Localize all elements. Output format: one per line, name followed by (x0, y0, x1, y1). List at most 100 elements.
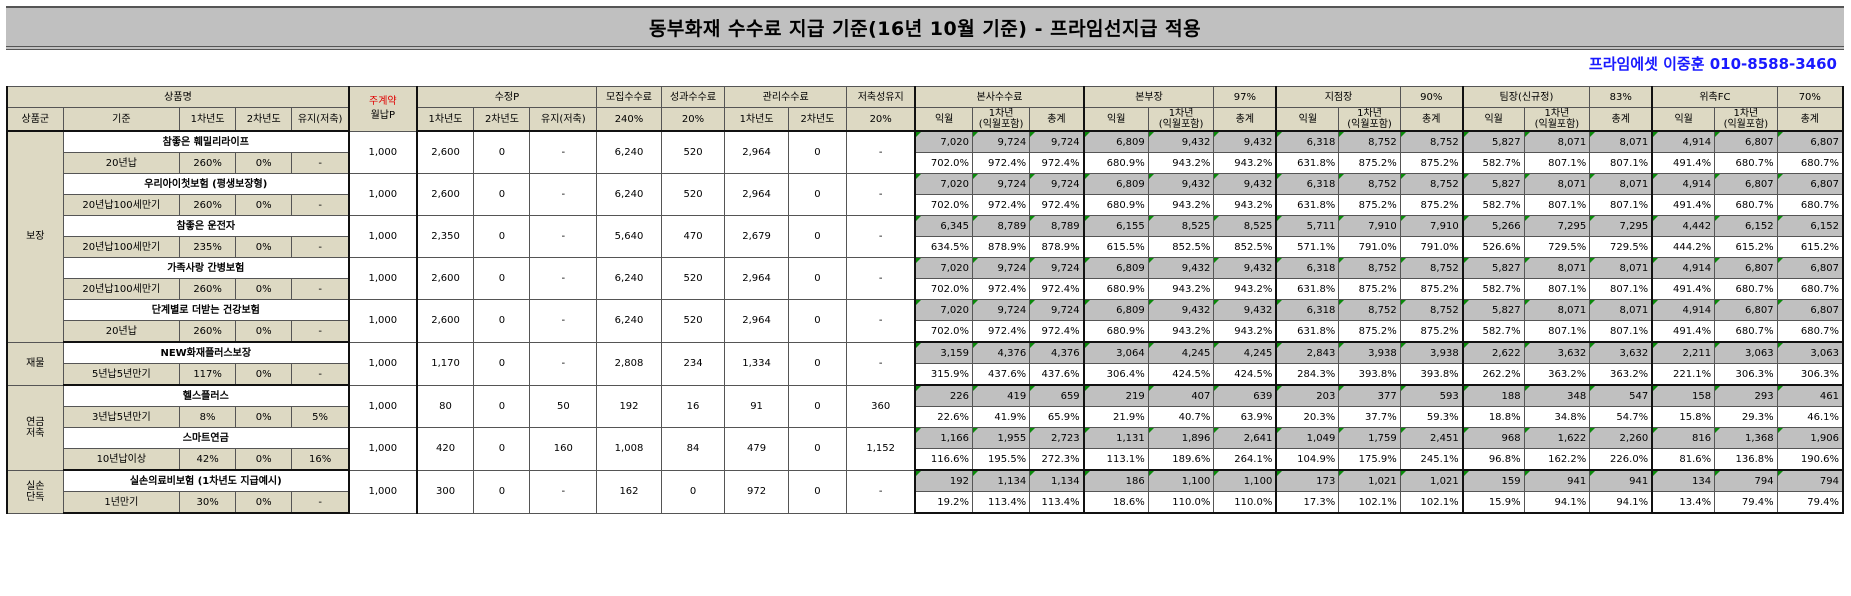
recruit-fee: 6,240 (596, 299, 662, 343)
recruit-fee: 192 (596, 384, 662, 428)
revised-p-maint: - (529, 341, 598, 386)
header-next-month: 익월 (1275, 107, 1340, 132)
product-group-label: 연금 (26, 416, 45, 428)
commission-value: 8,752 (1399, 130, 1464, 153)
commission-pct: 680.7% (1776, 320, 1844, 343)
header-next-month: 익월 (1461, 107, 1525, 132)
recruit-fee: 2,808 (596, 341, 662, 386)
commission-pct: 852.5% (1147, 236, 1215, 258)
perf-fee: 234 (660, 341, 726, 386)
mgmt-fee-y1: 91 (724, 384, 789, 428)
commission-pct: 615.5% (1082, 236, 1149, 258)
product-group-cell: 재물 (5, 341, 64, 386)
revised-p-maint: - (529, 173, 598, 216)
product-group-cell: 실손 단독 (5, 469, 64, 514)
commission-value: 173 (1275, 469, 1340, 492)
revised-p-y1: 420 (415, 427, 475, 471)
commission-value: 6,807 (1776, 130, 1844, 153)
commission-pct: 393.8% (1338, 363, 1401, 386)
product-row-detail: 1년만기 30% 0% -19.2% 113.4% 113.4% 18.6% 110.0% 11… (7, 491, 1844, 514)
commission-value: 8,525 (1213, 215, 1277, 237)
product-basis: 20년납100세만기 (62, 278, 181, 300)
header-next-month: 익월 (1651, 107, 1716, 132)
product-name: 실손의료비보험 (1차년도 지급예시) (62, 469, 350, 492)
commission-value: 816 (1651, 427, 1716, 449)
commission-value: 1,759 (1338, 427, 1401, 449)
commission-value: 4,245 (1147, 341, 1215, 364)
commission-pct: 96.8% (1461, 448, 1525, 471)
commission-value: 6,807 (1714, 257, 1778, 279)
header-first-year: 1차년 (익월포함) (1147, 107, 1215, 132)
header-y2: 2차년도 (235, 107, 293, 132)
header-first-year-line1: 1차년 (1357, 108, 1382, 119)
commission-pct: 631.8% (1275, 320, 1340, 343)
commission-pct: 943.2% (1213, 278, 1277, 300)
product-rate-y1: 260% (179, 194, 237, 216)
header-row-1: 상품명 주계약 월납P 수정P 모집수수료 성과수수료 관리수수료 저축성유지 … (6, 86, 1844, 132)
header-y1: 1차년도 (179, 107, 237, 132)
header-saving-maint: 저축성유지 (846, 86, 916, 108)
mgmt-fee-y1: 479 (724, 427, 789, 471)
mgmt-fee-y2: 0 (787, 257, 848, 300)
monthly-premium: 1,000 (347, 173, 418, 216)
commission-pct: 680.7% (1714, 278, 1778, 300)
product-row-detail: 20년납100세만기 260% 0% -702.0% 972.4% 972.4% 680.9… (7, 194, 1844, 216)
product-row: 참좋은 운전자 1,000 2,350 0-5,640 470 2,679 0-6,345 8… (7, 215, 1844, 258)
commission-pct: 110.0% (1147, 491, 1215, 514)
commission-value: 6,809 (1082, 257, 1149, 279)
commission-pct: 875.2% (1338, 320, 1401, 343)
revised-p-y2: 0 (473, 173, 531, 216)
commission-value: 3,632 (1589, 341, 1653, 364)
commission-pct: 15.9% (1461, 491, 1525, 514)
product-rate-y1: 260% (179, 278, 237, 300)
commission-pct: 729.5% (1589, 236, 1653, 258)
commission-value: 6,345 (914, 215, 974, 237)
mgmt-fee-y2: 0 (787, 215, 848, 258)
commission-value: 3,632 (1523, 341, 1591, 364)
commission-value: 8,752 (1399, 173, 1464, 195)
mgmt-fee-y1: 2,964 (724, 130, 789, 174)
perf-fee: 520 (660, 173, 726, 216)
commission-pct: 18.6% (1082, 491, 1149, 514)
commission-value: 2,622 (1461, 341, 1525, 364)
commission-pct: 807.1% (1589, 194, 1653, 216)
commission-pct: 175.9% (1338, 448, 1401, 471)
header-fc-pct: 70% (1776, 86, 1844, 108)
revised-p-maint: - (529, 257, 598, 300)
product-row: 가족사랑 간병보험 1,000 2,600 0-6,240 520 2,964 0-7,02… (7, 257, 1844, 300)
product-row-detail: 20년납 260% 0% -702.0% 972.4% 972.4% 680.9% 943.2… (7, 152, 1844, 174)
commission-pct: 21.9% (1082, 406, 1149, 428)
mgmt-fee-y1: 1,334 (724, 341, 789, 386)
revised-p-y1: 2,600 (415, 173, 475, 216)
commission-value: 8,752 (1399, 299, 1464, 321)
commission-value: 8,789 (972, 215, 1031, 237)
header-branch-head: 지점장 (1275, 86, 1401, 108)
commission-pct: 582.7% (1461, 194, 1525, 216)
commission-value: 8,071 (1523, 173, 1591, 195)
commission-value: 2,641 (1213, 427, 1277, 449)
commission-value: 1,100 (1213, 469, 1277, 492)
commission-pct: 264.1% (1213, 448, 1277, 471)
commission-table: 상품명 주계약 월납P 수정P 모집수수료 성과수수료 관리수수료 저축성유지 … (5, 86, 1844, 514)
commission-value: 7,020 (914, 130, 974, 153)
perf-fee: 16 (660, 384, 726, 428)
header-first-year-line2: (익월포함) (1347, 119, 1392, 130)
commission-pct: 972.4% (972, 152, 1031, 174)
commission-pct: 972.4% (1029, 194, 1085, 216)
product-basis: 10년납이상 (62, 448, 181, 471)
commission-pct: 491.4% (1651, 320, 1716, 343)
commission-value: 6,809 (1082, 130, 1149, 153)
product-rate-y2: 0% (235, 448, 293, 471)
commission-pct: 94.1% (1523, 491, 1591, 514)
header-rp-y1: 1차년도 (415, 107, 475, 132)
product-rate-maint: - (291, 363, 350, 386)
commission-pct: 315.9% (914, 363, 974, 386)
commission-pct: 943.2% (1213, 194, 1277, 216)
commission-value: 9,724 (1029, 299, 1085, 321)
page-title: 동부화재 수수료 지급 기준(16년 10월 기준) - 프라임선지급 적용 (6, 6, 1844, 50)
commission-value: 1,622 (1523, 427, 1591, 449)
commission-pct: 631.8% (1275, 152, 1340, 174)
commission-value: 226 (914, 384, 974, 407)
header-perf-pct: 20% (660, 107, 726, 132)
commission-pct: 582.7% (1461, 278, 1525, 300)
